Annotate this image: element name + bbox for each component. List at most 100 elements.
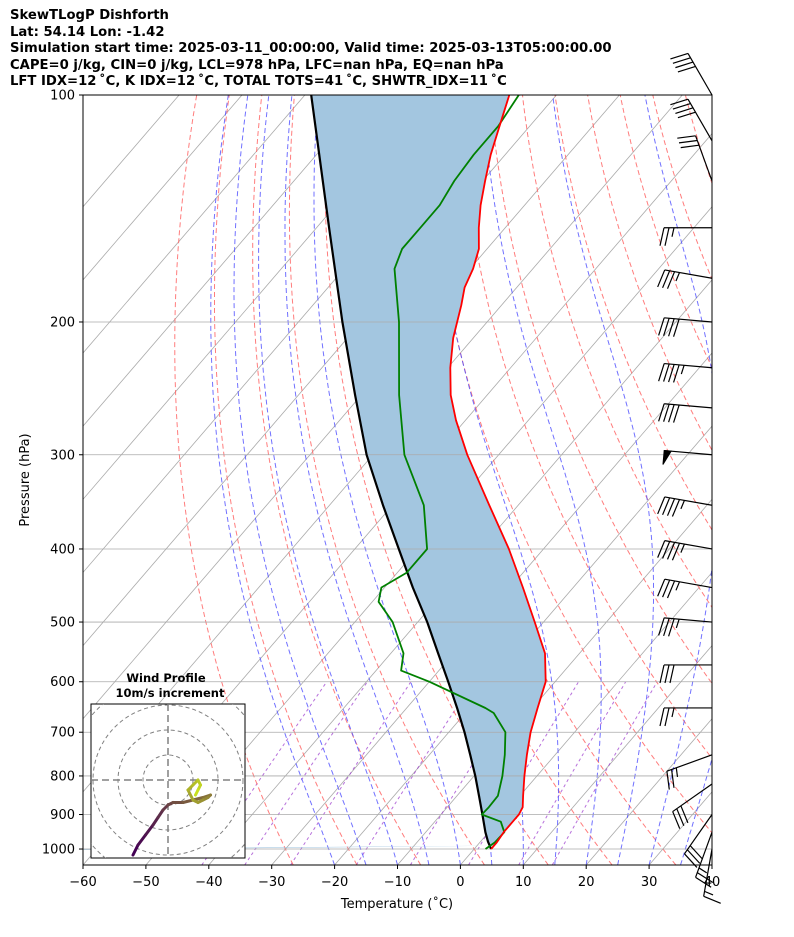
- wind-barb-full: [668, 404, 675, 423]
- wind-barb-full: [666, 771, 670, 790]
- y-tick-label: 300: [50, 448, 75, 463]
- y-tick-label: 1000: [42, 843, 75, 858]
- wind-barb-full: [657, 540, 666, 558]
- wind-barb: [657, 540, 713, 561]
- isotherm-line: [83, 95, 620, 720]
- wind-barb-full: [689, 845, 704, 860]
- hodograph-segment: [151, 816, 160, 827]
- parcel-profile-line: [310, 95, 493, 850]
- wind-barb-full: [696, 872, 714, 884]
- wind-barb-full: [680, 144, 700, 149]
- wind-barb: [658, 617, 713, 637]
- wind-barb-full: [663, 363, 670, 382]
- moist-adiabat-line: [482, 95, 602, 865]
- wind-barbs: [657, 52, 721, 904]
- stability-fill-area: [83, 95, 546, 850]
- wind-barb-full: [672, 318, 680, 337]
- wind-barb-full: [668, 318, 675, 337]
- x-tick-label: 30: [641, 875, 658, 890]
- wind-barb: [703, 848, 721, 904]
- x-tick-label: −10: [384, 875, 411, 890]
- wind-barb-full: [678, 139, 698, 144]
- wind-barb-full: [670, 98, 689, 106]
- moist-adiabat-line: [711, 863, 712, 865]
- isotherm-line: [83, 95, 369, 427]
- time-line: Simulation start time: 2025-03-11_00:00:…: [10, 41, 612, 56]
- index-line: LFT IDX=12 ˚C, K IDX=12 ˚C, TOTAL TOTS=4…: [10, 74, 507, 89]
- profile-lines: [310, 95, 547, 850]
- wind-barb-full: [677, 135, 696, 139]
- mixing-ratio-line: [244, 681, 368, 865]
- wind-barb-full: [672, 364, 680, 383]
- wind-barb: [659, 664, 712, 684]
- wind-barb-staff: [695, 832, 713, 878]
- isotherm-line: [83, 95, 432, 500]
- dry-adiabat-line: [324, 95, 549, 865]
- isotherm-line: [83, 95, 243, 281]
- wind-barb-full: [657, 578, 666, 597]
- wind-barb-full: [666, 271, 676, 289]
- wind-barb: [658, 362, 713, 383]
- wind-barb-staff: [664, 540, 713, 550]
- x-axis-label: Temperature (˚C): [340, 896, 453, 912]
- x-tick-label: 40: [704, 875, 721, 890]
- x-tick-label: 0: [456, 875, 464, 890]
- dry-adiabat-line: [718, 95, 794, 865]
- wind-barb: [666, 754, 713, 790]
- wind-barb-staff: [703, 848, 713, 897]
- wind-barb-half: [680, 543, 685, 553]
- x-tick-label: −40: [195, 875, 222, 890]
- wind-barb: [657, 496, 713, 517]
- wind-barb-staff: [664, 496, 713, 506]
- wind-barb-staff: [664, 449, 713, 456]
- isotherm-line: [271, 352, 712, 865]
- wind-barb-full: [686, 849, 701, 864]
- wind-barb-full: [668, 364, 675, 383]
- wind-barb-full: [662, 541, 671, 559]
- hodograph-segment: [186, 788, 195, 802]
- wind-barb-full: [658, 617, 665, 636]
- wind-barb-half: [698, 867, 708, 874]
- wind-barb-half: [675, 581, 681, 591]
- mixing-ratio-line: [290, 681, 412, 865]
- wind-barb-full: [670, 52, 689, 60]
- dry-adiabat-line: [252, 95, 422, 865]
- wind-barb-full: [672, 811, 681, 829]
- wind-barb-full: [695, 876, 712, 888]
- wind-barb: [670, 52, 713, 96]
- wind-barb-full: [672, 102, 691, 110]
- wind-barb: [672, 783, 713, 829]
- wind-barb-full: [663, 618, 670, 637]
- wind-barb-full: [666, 542, 676, 560]
- moist-adiabat-line: [680, 757, 712, 865]
- wind-barb-staff: [664, 317, 713, 323]
- wind-barb-full: [666, 580, 676, 599]
- wind-barb-full: [657, 269, 666, 288]
- isotherm-line: [334, 425, 712, 865]
- x-tick-label: −30: [258, 875, 285, 890]
- axis-ticks: −60 −50 −40 −30 −20 −10 0 10 20 30 40 1000 900 800 700…: [42, 89, 720, 891]
- wind-barb-staff: [664, 403, 713, 409]
- wind-barb-staff: [687, 98, 713, 142]
- wind-barb-half: [675, 767, 679, 778]
- x-tick-label: −60: [69, 875, 96, 890]
- wind-barb-full: [662, 270, 671, 289]
- wind-barb-full: [659, 707, 665, 727]
- wind-barb-full: [672, 57, 691, 64]
- dry-adiabat-line: [522, 95, 712, 609]
- moist-adiabat-line: [258, 95, 398, 865]
- hodograph-segment: [131, 843, 140, 857]
- wind-barb-full: [680, 805, 689, 824]
- hodograph-segment: [194, 788, 200, 797]
- wind-barb-half: [675, 618, 680, 629]
- wind-barb-full: [662, 497, 671, 516]
- wind-barb-full: [677, 111, 696, 119]
- isotherm-line: [83, 95, 306, 354]
- wind-barb-full: [669, 664, 675, 684]
- wind-barb-full: [663, 403, 670, 422]
- moist-adiabat-line: [552, 95, 654, 865]
- dry-adiabat-line: [751, 95, 794, 865]
- hodograph-segment: [181, 798, 195, 804]
- isotherm-line: [522, 644, 712, 865]
- wind-barb: [658, 403, 713, 423]
